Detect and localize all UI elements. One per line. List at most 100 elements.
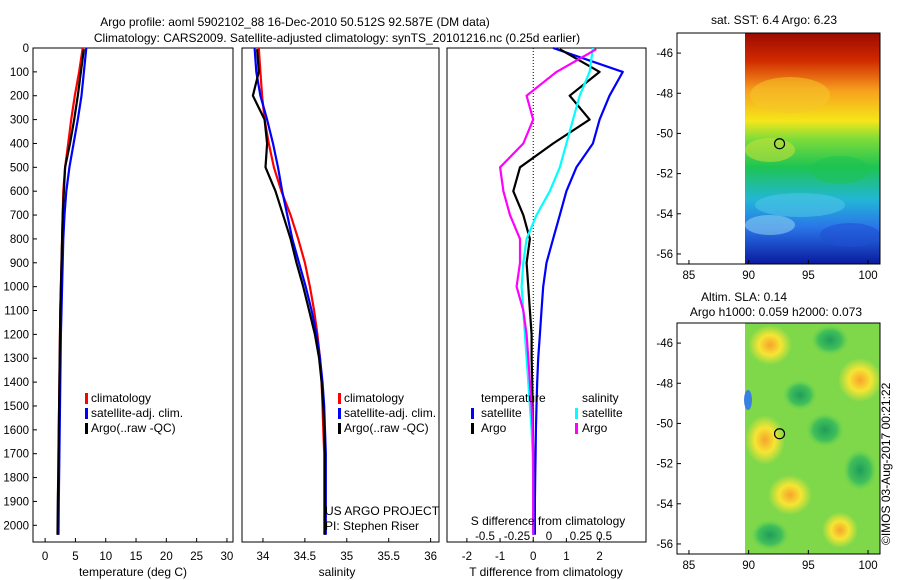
s-tick-label: 0.5: [596, 531, 612, 543]
header-line1: Argo profile: aoml 5902102_88 16-Dec-201…: [100, 15, 490, 29]
y-tick-label: 400: [10, 138, 29, 150]
series-line-temperature-satellite: [533, 46, 624, 535]
salinity-x-axis: 34 34.5 35 35.5 36: [257, 538, 437, 563]
y-tick-label: 300: [10, 115, 29, 127]
y-tick-label: 500: [10, 162, 29, 174]
salinity-xlabel: salinity: [319, 565, 356, 579]
s-tick-label: -0.5: [475, 531, 495, 543]
legend-label-sal-satellite: satellite: [582, 406, 623, 420]
x-tick-label: 36: [424, 551, 437, 563]
y-tick-label: -48: [656, 378, 673, 390]
x-tick-label: 95: [802, 560, 815, 572]
x-tick-label: 1: [563, 551, 569, 563]
difference-panel: -2 -1 0 1 2 S difference from climatology -0…: [446, 46, 647, 579]
s-tick-label: 0: [546, 531, 552, 543]
legend-title-temperature: temperature: [481, 391, 546, 405]
difference-legend: temperature salinity satellite Argo sate…: [471, 391, 623, 435]
x-tick-label: 34.5: [294, 551, 316, 563]
legend-swatch-climatology: [85, 393, 88, 404]
difference-axes-frame: [446, 47, 647, 543]
legend-swatch-sal-argo: [575, 423, 578, 434]
legend-swatch-satellite: [85, 408, 88, 419]
y-tick-label: -50: [656, 418, 673, 430]
y-tick-label: 200: [10, 91, 29, 103]
x-tick-label: 35.5: [378, 551, 400, 563]
s-tick-label: 0.25: [570, 531, 592, 543]
legend-label-satellite: satellite-adj. clim.: [91, 406, 183, 420]
legend-swatch-temp-satellite: [471, 408, 474, 419]
legend-title-salinity: salinity: [582, 391, 619, 405]
y-tick-label: -56: [656, 249, 673, 261]
project-annotation: US ARGO PROJECT: [325, 504, 440, 518]
legend-swatch-climatology: [338, 393, 341, 404]
y-tick-label: -46: [656, 48, 673, 60]
x-tick-label: 2: [596, 551, 602, 563]
sla-map-frame: [676, 322, 881, 555]
y-tick-label: -54: [656, 209, 673, 221]
y-tick-label: 1000: [3, 282, 29, 294]
y-tick-label: -54: [656, 499, 673, 511]
legend-swatch-satellite: [338, 408, 341, 419]
x-tick-label: 85: [683, 560, 696, 572]
x-tick-label: 20: [160, 551, 173, 563]
y-tick-label: 600: [10, 186, 29, 198]
y-tick-label: 1900: [3, 496, 29, 508]
y-tick-label: -52: [656, 169, 673, 181]
temperature-panel: 0100200300400500600700800900100011001200…: [3, 43, 234, 579]
y-tick-label: 2000: [3, 520, 29, 532]
x-tick-label: -1: [495, 551, 505, 563]
sla-map-subtitle: Argo h1000: 0.059 h2000: 0.073: [690, 305, 862, 319]
series-line-salinity-argo: [499, 48, 597, 535]
y-tick-label: -52: [656, 459, 673, 471]
legend-swatch-sal-satellite: [575, 408, 578, 419]
y-tick-label: 1500: [3, 401, 29, 413]
x-tick-label: 15: [130, 551, 143, 563]
legend-label-argo: Argo(..raw -QC): [344, 421, 429, 435]
x-tick-label: 0: [530, 551, 536, 563]
header-line2: Climatology: CARS2009. Satellite-adjuste…: [94, 31, 580, 45]
x-tick-label: 0: [42, 551, 48, 563]
x-tick-label: 10: [99, 551, 112, 563]
salinity-axes-frame: [241, 47, 440, 543]
y-tick-label: -56: [656, 539, 673, 551]
difference-series: [499, 46, 624, 535]
y-tick-label: 1800: [3, 473, 29, 485]
legend-label-sal-argo: Argo: [582, 421, 608, 435]
salinity-legend: climatology satellite-adj. clim. Argo(..…: [338, 391, 436, 435]
temperature-axes-frame: [32, 47, 234, 543]
y-tick-label: 100: [10, 67, 29, 79]
salinity-series: [251, 47, 327, 535]
legend-label-temp-satellite: satellite: [481, 406, 522, 420]
y-tick-label: -48: [656, 88, 673, 100]
x-tick-label: 5: [72, 551, 78, 563]
sla-map-axes: 85 90 95 100 -46 -48 -50 -52 -54 -56: [656, 338, 877, 572]
y-tick-label: 1300: [3, 353, 29, 365]
x-tick-label: 85: [683, 270, 696, 282]
y-tick-label: 1400: [3, 377, 29, 389]
series-line-argo-raw-qc: [251, 49, 327, 535]
argo-position-marker: [773, 138, 786, 150]
y-tick-label: -50: [656, 128, 673, 140]
temperature-series: [56, 47, 88, 535]
pi-annotation: PI: Stephen Riser: [325, 519, 419, 533]
legend-label-satellite: satellite-adj. clim.: [344, 406, 436, 420]
legend-label-temp-argo: Argo: [481, 421, 507, 435]
temperature-legend: climatology satellite-adj. clim. Argo(..…: [85, 391, 183, 435]
series-line-argo-raw-qc: [56, 49, 85, 535]
sla-map-panel: Altim. SLA: 0.14 Argo h1000: 0.059 h2000…: [656, 290, 882, 572]
y-tick-label: 700: [10, 210, 29, 222]
x-tick-label: 90: [742, 270, 755, 282]
legend-swatch-argo: [85, 423, 88, 434]
legend-label-climatology: climatology: [91, 391, 151, 405]
legend-label-argo: Argo(..raw -QC): [91, 421, 176, 435]
y-tick-label: -46: [656, 338, 673, 350]
y-tick-label: 1100: [4, 306, 29, 318]
legend-swatch-argo: [338, 423, 341, 434]
y-tick-label: 0: [23, 43, 29, 55]
temperature-x-axis: 0 5 10 15 20 25 30: [42, 538, 233, 563]
x-tick-label: 90: [742, 560, 755, 572]
y-tick-label: 900: [10, 258, 29, 270]
temperature-xlabel: temperature (deg C): [79, 565, 187, 579]
depth-axis: 0 100 200 300 400 500 600 700 800 900 1000 1100 1200…: [3, 43, 37, 532]
